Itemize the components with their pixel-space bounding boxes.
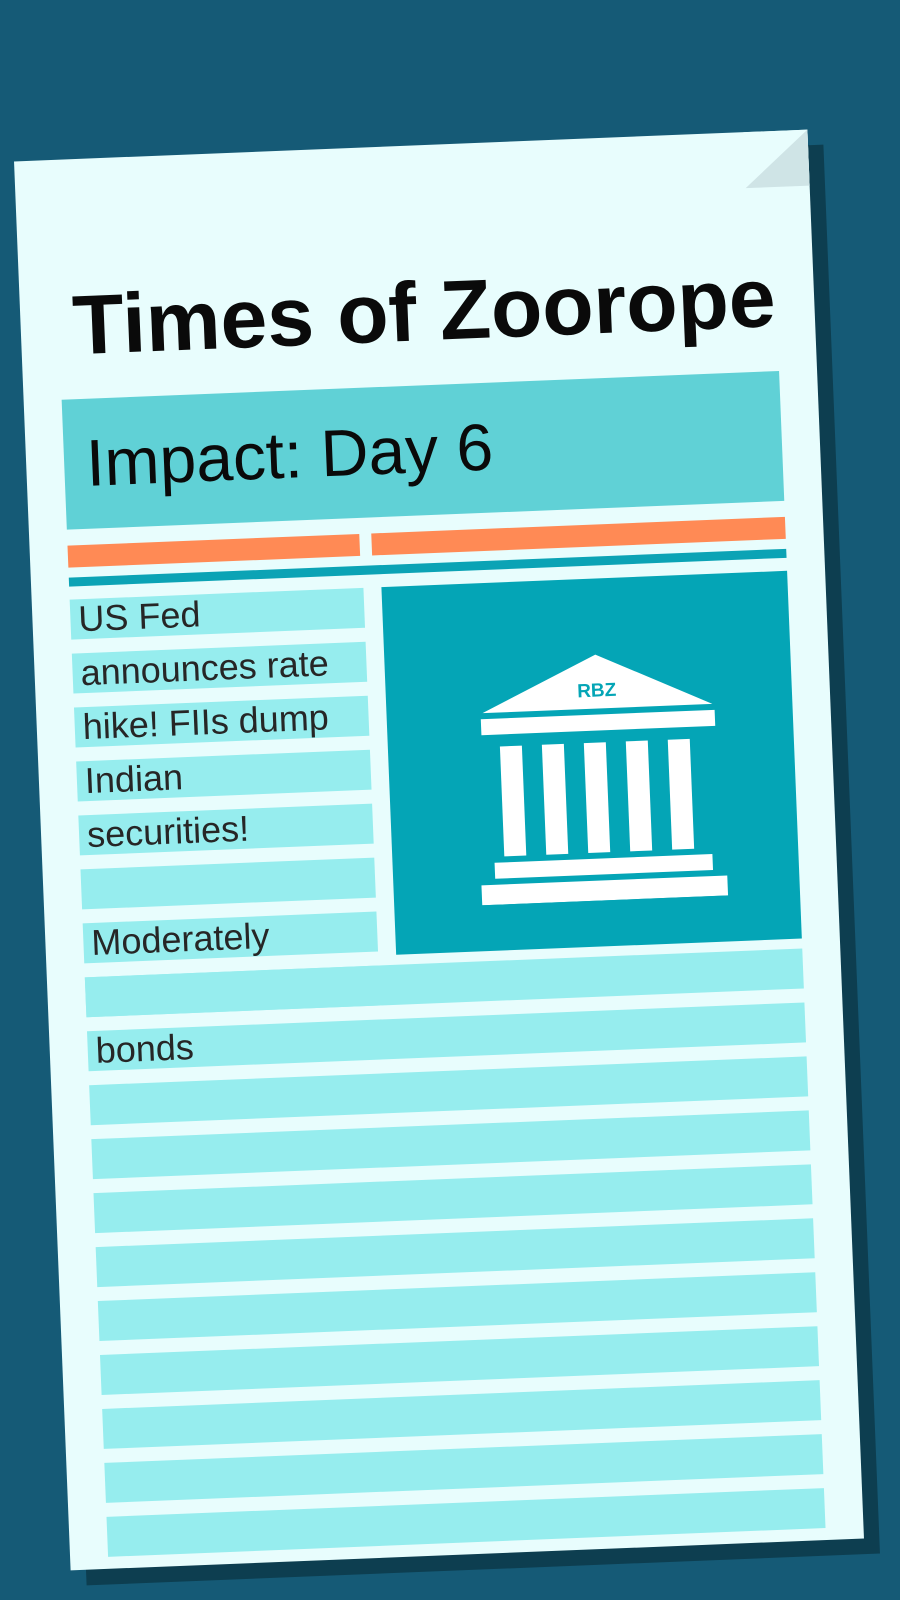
story-image: RBZ bbox=[381, 571, 801, 955]
story-line bbox=[80, 858, 375, 910]
accent-bar-right bbox=[371, 517, 786, 556]
story-line: announces rate bbox=[72, 642, 367, 694]
story-line: hike! FIIs dump bbox=[74, 696, 369, 748]
newspaper-masthead: Times of Zoorope bbox=[71, 249, 777, 374]
story-column: US Fed announces rate hike! FIIs dump In… bbox=[70, 588, 381, 1031]
page-corner-flap bbox=[743, 130, 809, 189]
story-line: Moderately bbox=[83, 912, 378, 964]
bank-building-icon: RBZ bbox=[470, 646, 730, 906]
story-line: securities! bbox=[78, 804, 373, 856]
placeholder-text-block bbox=[89, 1056, 826, 1570]
accent-bar-left bbox=[67, 534, 360, 568]
page-corner-fold bbox=[743, 130, 809, 189]
story-line: Indian bbox=[76, 750, 371, 802]
story-line: US Fed bbox=[70, 588, 365, 640]
pediment-label: RBZ bbox=[577, 680, 617, 703]
newspaper: Times of Zoorope Impact: Day 6 RBZ US Fe… bbox=[14, 130, 864, 1571]
headline-banner-text: Impact: Day 6 bbox=[85, 409, 495, 501]
headline-banner: Impact: Day 6 bbox=[62, 371, 785, 530]
